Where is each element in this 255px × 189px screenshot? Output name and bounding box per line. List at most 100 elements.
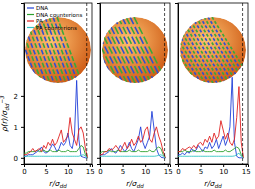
- y-axis-title: ρ(r)/σdd−3: [0, 95, 10, 132]
- sphere-image: [0, 17, 91, 83]
- y-tick: [175, 96, 178, 97]
- x-axis-title-sub: dd: [137, 183, 144, 189]
- x-tick-mark: [46, 164, 47, 167]
- panel: 051015r/σdd: [70, 3, 173, 189]
- panel: 0 5 10 15 0 1 2 r/σdd ρ(r)/σdd−3 DNADNA counterio…: [0, 3, 95, 189]
- x-tick-mark: [223, 164, 224, 167]
- legend-label: DNA: [36, 5, 48, 11]
- plot-frame: [100, 3, 170, 164]
- legend-swatch: [27, 27, 34, 28]
- plot-frame: [24, 3, 92, 164]
- x-tick: 15: [242, 164, 251, 176]
- x-axis-title-sub: dd: [60, 183, 67, 189]
- panel: 0 5 10 15 r/σdd: [148, 3, 253, 189]
- x-axis-title-sub: dd: [215, 183, 222, 189]
- series-line: [178, 87, 243, 158]
- x-tick-mark: [90, 164, 91, 167]
- x-tick-mark: [246, 164, 247, 167]
- series-line: [100, 127, 165, 158]
- y-tick-mark: [175, 127, 178, 128]
- sphere-stripe: [204, 17, 245, 83]
- x-tick: 0: [22, 164, 26, 176]
- y-tick: 0: [14, 155, 24, 163]
- sphere-stripe: [130, 17, 163, 83]
- plot-area: [24, 3, 88, 164]
- legend-swatch: [27, 14, 34, 15]
- sphere-stripe: [1, 17, 26, 83]
- y-tick: [97, 158, 100, 159]
- x-tick-mark: [168, 164, 169, 167]
- series-line: [178, 147, 243, 158]
- y-tick: 1: [14, 124, 24, 132]
- x-axis-line: [25, 165, 93, 168]
- sphere-image: [70, 17, 168, 83]
- y-tick-mark: [21, 158, 24, 159]
- x-tick-label: 5: [199, 168, 203, 176]
- x-axis-title-base: r/σ: [49, 179, 60, 188]
- legend-label: DNA counterions: [36, 12, 82, 18]
- x-tick-label: 0: [176, 168, 180, 176]
- boundary-line: [86, 3, 87, 164]
- series-line: [178, 77, 243, 158]
- x-axis-title: r/σdd: [49, 179, 67, 189]
- x-tick: 5: [199, 164, 203, 176]
- y-tick: 2: [14, 93, 24, 101]
- sphere-stripe: [70, 17, 103, 83]
- y-tick: [175, 158, 178, 159]
- x-tick-label: 15: [86, 168, 95, 176]
- plot-area: [178, 3, 243, 164]
- x-tick-mark: [68, 164, 69, 167]
- x-tick: 15: [86, 164, 95, 176]
- series-line: [24, 118, 88, 158]
- x-tick: 10: [141, 164, 150, 176]
- series-line: [100, 111, 165, 157]
- series-line: [24, 145, 88, 157]
- sphere-stripe: [134, 17, 167, 83]
- x-axis-title: r/σdd: [204, 179, 222, 189]
- x-tick-label: 5: [44, 168, 48, 176]
- series-line: [178, 153, 243, 158]
- sphere-stripe: [148, 17, 189, 83]
- x-tick-mark: [201, 164, 202, 167]
- y-axis: 0 1 2: [14, 4, 25, 165]
- sphere-stripe: [196, 17, 237, 83]
- x-tick-label: 10: [219, 168, 228, 176]
- y-tick-mark: [21, 96, 24, 97]
- x-tick-label: 10: [64, 168, 73, 176]
- x-tick: 5: [44, 164, 48, 176]
- y-tick-mark: [97, 127, 100, 128]
- sphere-stripe: [200, 17, 241, 83]
- plot-area: [100, 3, 165, 164]
- y-tick-mark: [175, 158, 178, 159]
- y-tick-label: 1: [14, 124, 18, 132]
- y-axis-title-base: ρ(r)/σ: [0, 110, 9, 131]
- x-axis-line: [101, 165, 171, 168]
- legend-label: PA counterions: [36, 25, 77, 31]
- x-tick: 0: [98, 164, 102, 176]
- sphere: [180, 17, 246, 83]
- series-line: [100, 155, 165, 158]
- x-tick: 15: [164, 164, 173, 176]
- sphere-stripe: [0, 17, 18, 83]
- x-tick: 0: [176, 164, 180, 176]
- sphere-stripe: [212, 17, 253, 83]
- y-tick-mark: [97, 158, 100, 159]
- x-axis-line: [179, 165, 249, 168]
- legend-label: PA: [36, 18, 43, 24]
- y-tick: [175, 127, 178, 128]
- legend: DNADNA counterionsPAPA counterions: [27, 5, 82, 31]
- x-tick-label: 10: [141, 168, 150, 176]
- y-tick-label: 2: [14, 93, 18, 101]
- x-axis-title-base: r/σ: [204, 179, 215, 188]
- y-tick-mark: [21, 127, 24, 128]
- sphere-image: [148, 17, 253, 83]
- x-tick-mark: [123, 164, 124, 167]
- x-tick-label: 0: [22, 168, 26, 176]
- sphere-stripe: [0, 17, 22, 83]
- x-tick-label: 0: [98, 168, 102, 176]
- x-axis: 0 5 10 15: [98, 164, 172, 176]
- boundary-line: [164, 3, 165, 164]
- x-tick: 5: [121, 164, 125, 176]
- sphere-stripe: [152, 17, 193, 83]
- x-tick-label: 5: [121, 168, 125, 176]
